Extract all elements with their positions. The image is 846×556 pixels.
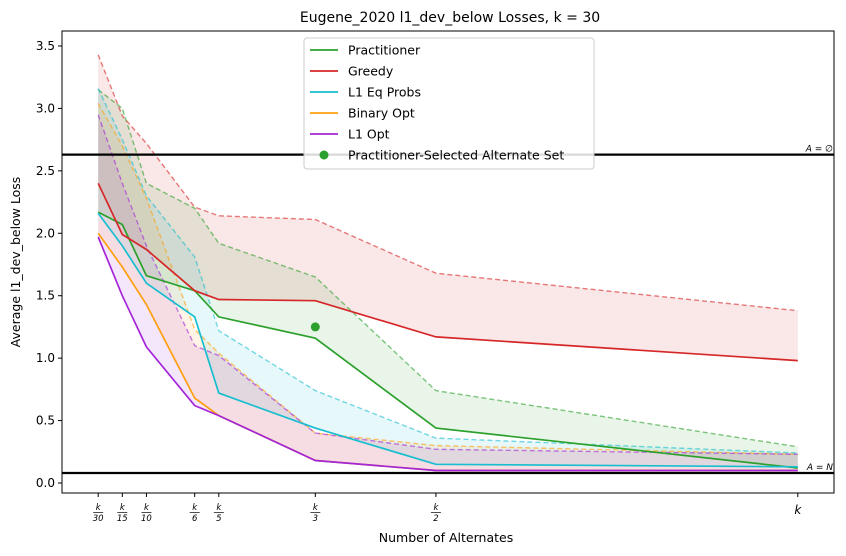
band-greedy <box>98 54 798 361</box>
y-tick-label-4: 2.0 <box>36 226 55 240</box>
y-tick-label-7: 3.5 <box>36 39 55 53</box>
series-line-l1-opt <box>97 236 798 472</box>
legend-label-3: Binary Opt <box>348 106 415 121</box>
legend-label-1: Greedy <box>348 64 394 79</box>
series-line-greedy <box>97 182 798 362</box>
x-tick-num-1: k <box>120 503 126 513</box>
x-tick-den-5: 3 <box>313 514 318 524</box>
x-tick-den-1: 15 <box>117 514 128 524</box>
band-l1-eq-probs <box>98 88 798 467</box>
x-tick-num-3: k <box>192 503 198 513</box>
upper-line-l1-opt <box>97 114 798 455</box>
series-line-l1-eq-probs <box>97 212 798 468</box>
y-axis-label: Average l1_dev_below Loss <box>8 177 23 348</box>
x-tick-num-2: k <box>144 503 150 513</box>
legend-label-4: L1 Opt <box>348 127 390 142</box>
band-practitioner <box>98 89 798 468</box>
y-tick-label-0: 0.0 <box>36 476 55 490</box>
y-tick-label-6: 3.0 <box>36 101 55 115</box>
legend-label-2: L1 Eq Probs <box>348 85 421 100</box>
highlight-points <box>310 322 320 332</box>
y-tick-label-5: 2.5 <box>36 164 55 178</box>
x-tick-num-0: k <box>96 503 102 513</box>
reference-label-1: A = N <box>806 463 833 473</box>
x-tick-num-5: k <box>313 503 319 513</box>
x-tick-den-0: 30 <box>93 514 104 524</box>
chart-title: Eugene_2020 l1_dev_below Losses, k = 30 <box>300 10 600 26</box>
practitioner-selected-point <box>310 322 320 332</box>
plot-frame <box>61 30 835 494</box>
upper-line-l1-eq-probs <box>97 88 798 454</box>
legend: Practitioner Greedy L1 Eq Probs Binary Opt L… <box>303 37 595 170</box>
x-axis-label: Number of Alternates <box>379 530 513 545</box>
legend-label-0: Practitioner <box>348 43 421 58</box>
confidence-bands <box>98 54 798 471</box>
x-tick-den-3: 6 <box>192 514 198 524</box>
series-line-practitioner <box>97 211 798 469</box>
x-tick-den-4: 5 <box>216 514 221 524</box>
legend-box <box>303 37 595 170</box>
upper-line-greedy <box>97 54 798 312</box>
reference-label-0: A = ∅ <box>805 145 833 155</box>
y-tick-label-1: 0.5 <box>36 414 55 428</box>
legend-label-highlight: Practitioner-Selected Alternate Set <box>348 148 564 163</box>
x-tick-num-6: k <box>433 503 439 513</box>
x-tick-den-2: 10 <box>141 514 152 524</box>
legend-swatch-highlight <box>319 150 329 160</box>
x-tick-den-6: 2 <box>433 514 438 524</box>
x-tick-label-7: k <box>794 503 802 517</box>
y-axis: 0.0 0.5 1.0 1.5 2.0 2.5 3.0 3.5 <box>36 39 62 490</box>
series-lines <box>97 182 798 472</box>
y-tick-label-2: 1.0 <box>36 351 55 365</box>
y-tick-label-3: 1.5 <box>36 289 55 303</box>
x-tick-num-4: k <box>216 503 222 513</box>
